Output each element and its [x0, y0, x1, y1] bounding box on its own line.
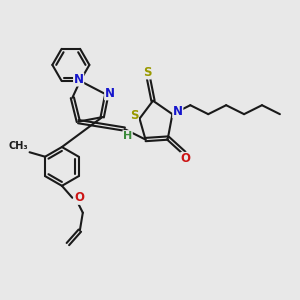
Text: S: S: [143, 66, 151, 79]
Text: O: O: [181, 152, 191, 166]
Text: CH₃: CH₃: [8, 141, 28, 151]
Text: N: N: [74, 73, 84, 86]
Text: N: N: [105, 87, 115, 100]
Text: H: H: [123, 131, 132, 141]
Text: O: O: [74, 191, 84, 204]
Text: N: N: [173, 105, 183, 118]
Text: S: S: [130, 109, 138, 122]
